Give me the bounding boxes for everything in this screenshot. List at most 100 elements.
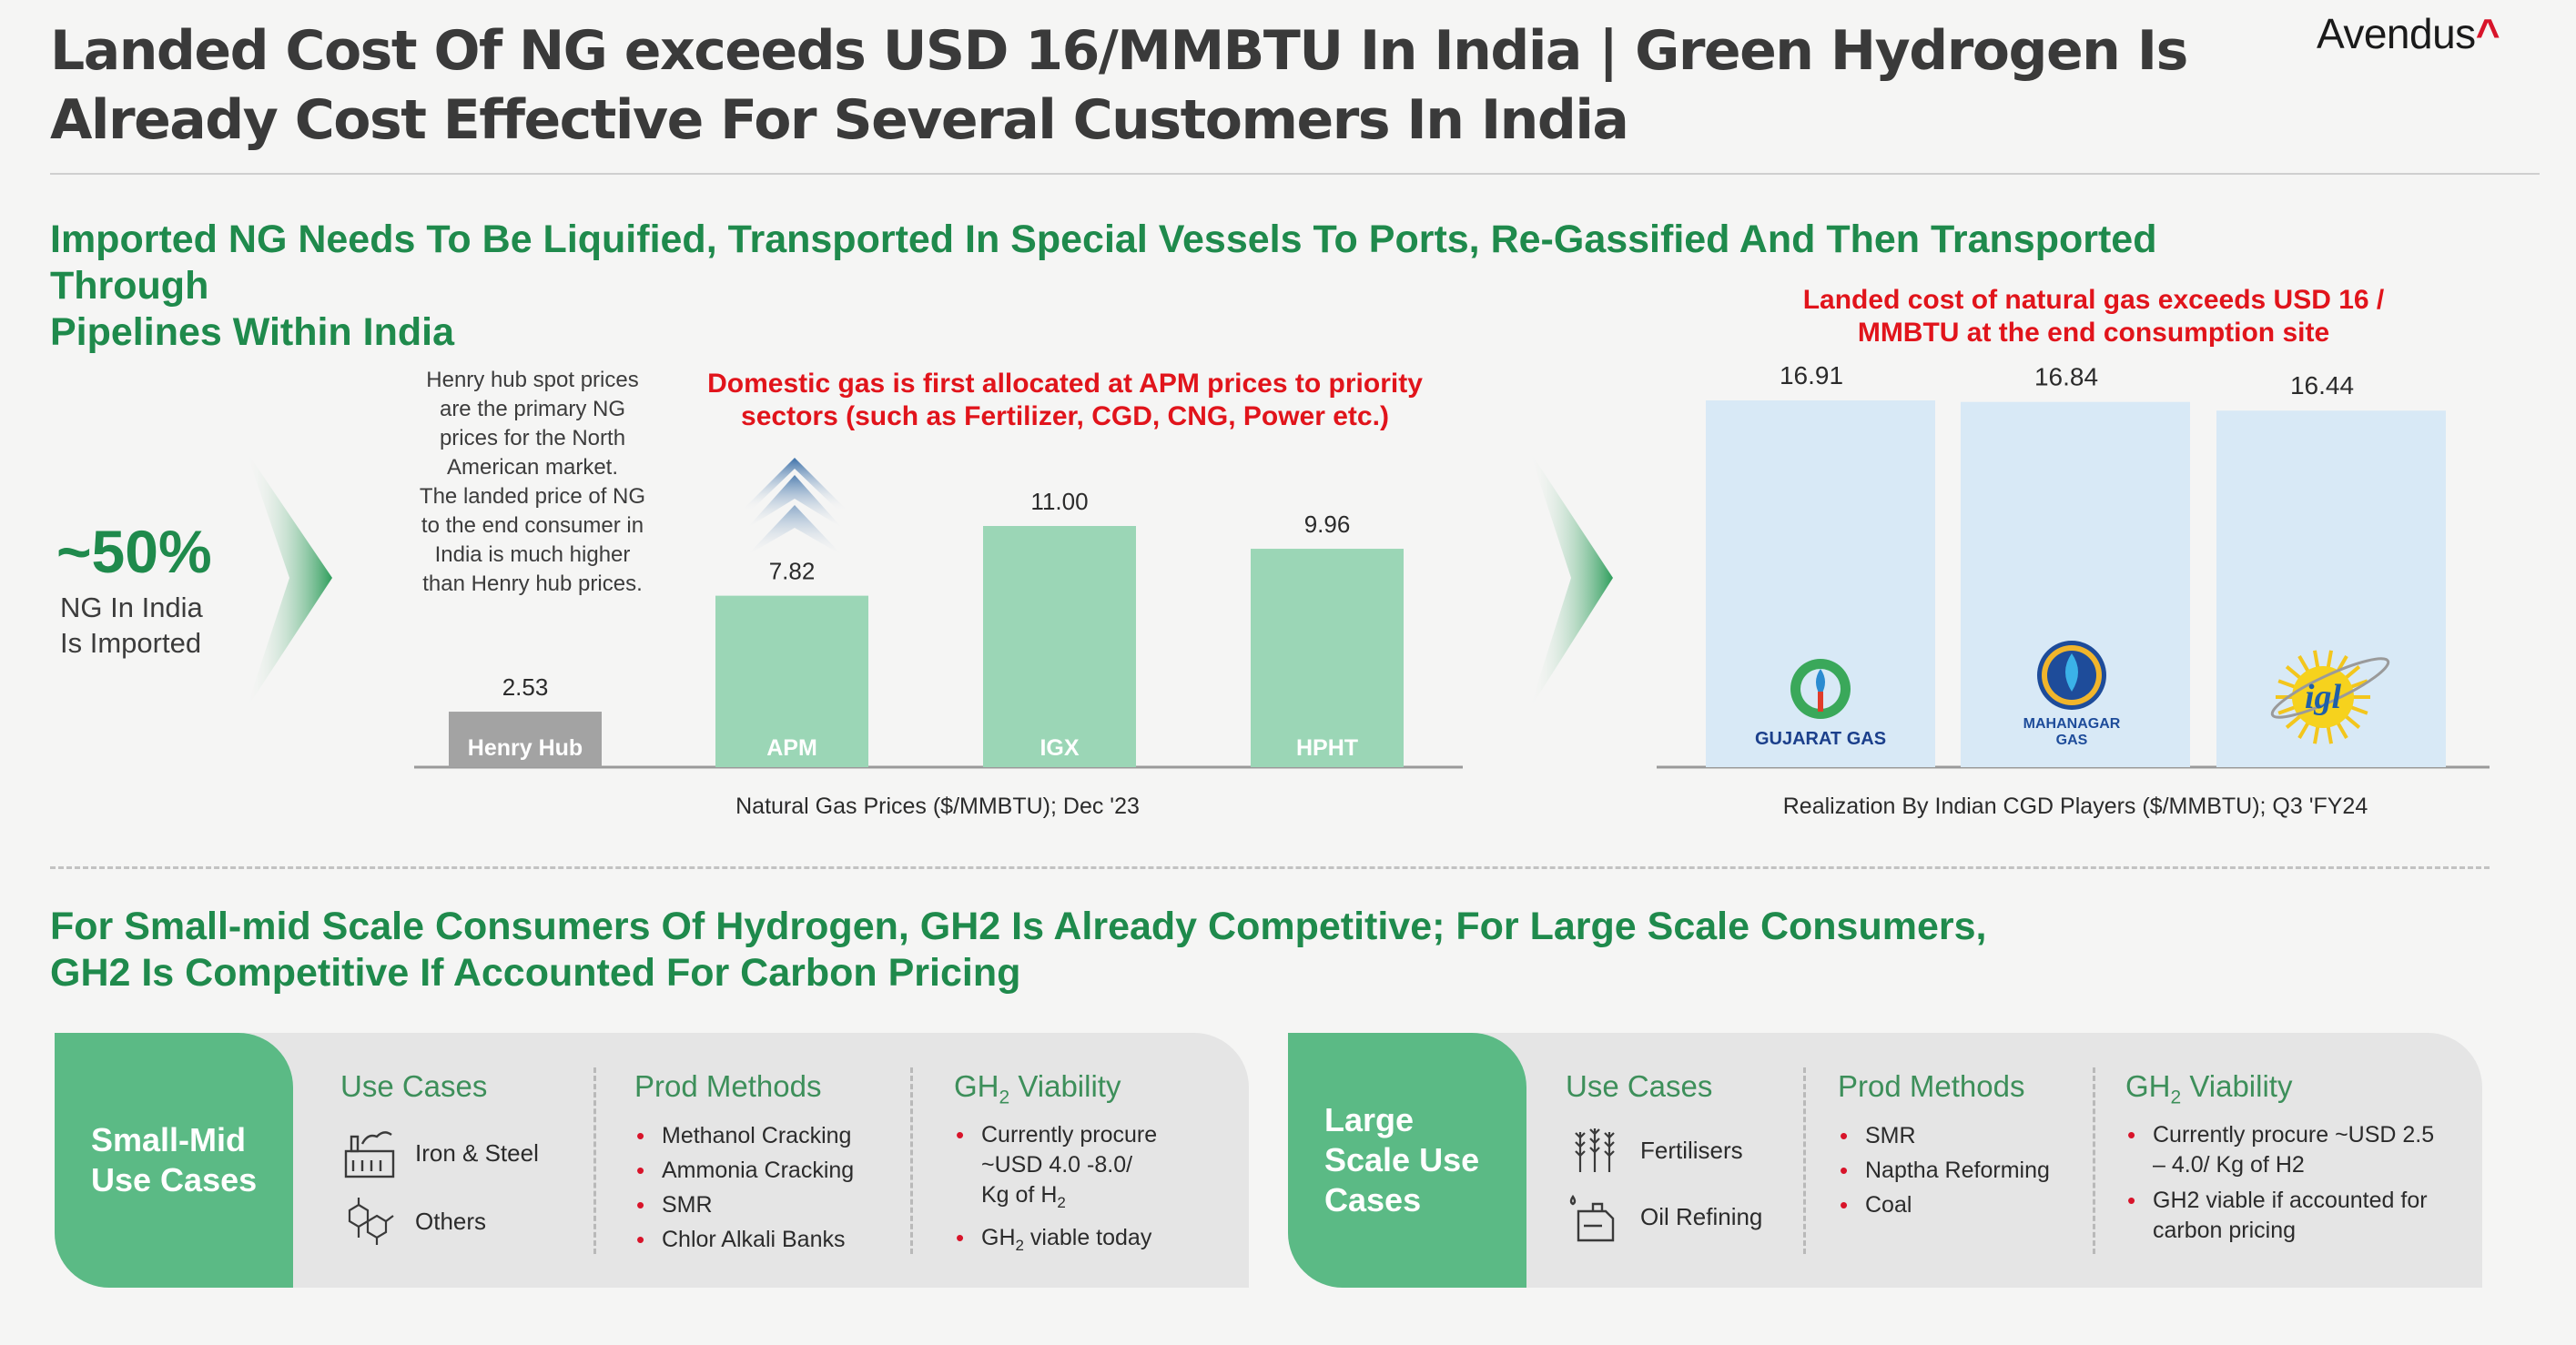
henry-hub-note: Henry hub spot prices are the primary NG… [401, 366, 664, 599]
large-scale-panel: Large Scale Use Cases Use Cases Fertilis… [1288, 1033, 2482, 1288]
sun-icon [2292, 666, 2354, 728]
viability-list: Currently procure ~USD 4.0 -8.0/ Kg of H… [954, 1120, 1157, 1266]
bar-value-label: 16.91 [1780, 361, 1843, 389]
use-cases-title: Use Cases [1566, 1069, 1713, 1103]
viability-item: GH2 viable if accounted for carbon prici… [2125, 1186, 2434, 1246]
prod-methods-title: Prod Methods [634, 1069, 822, 1103]
bar-value-label: 9.96 [1304, 511, 1351, 538]
cgd-realization-chart-title: Realization By Indian CGD Players ($/MMB… [1782, 794, 2368, 819]
import-share-value: ~50% [56, 518, 212, 585]
use-case-label: Others [415, 1207, 487, 1235]
prod-methods-list: Methanol Cracking Ammonia Cracking SMR C… [634, 1118, 854, 1257]
import-share-label-line-1: NG In India [60, 592, 203, 623]
header-divider [50, 173, 2540, 175]
igl-label: igl [2305, 678, 2342, 716]
use-case-iron-steel: Iron & Steel [340, 1124, 539, 1182]
bar-cgd-player [1961, 401, 2190, 767]
viability-item: Currently procure ~USD 4.0 -8.0/ Kg of H… [954, 1120, 1157, 1218]
bar-apm [715, 595, 868, 767]
landed-cost-note: Landed cost of natural gas exceeds USD 1… [1711, 284, 2476, 349]
prod-method-item: SMR [634, 1188, 854, 1222]
use-case-label: Iron & Steel [415, 1138, 539, 1167]
orbit-swoosh [2270, 657, 2390, 719]
viability-line: GH2 viable if accounted for [2153, 1188, 2428, 1213]
prod-method-item: Ammonia Cracking [634, 1153, 854, 1188]
viability-title-pre: GH [954, 1069, 999, 1103]
bar-hpht [1251, 549, 1404, 767]
up-arrow-icon [743, 458, 847, 510]
chevron-right-icon [1529, 450, 1613, 710]
mahanagar-gas-label: MAHANAGAR [2023, 716, 2121, 732]
section1-heading-line-2: Pipelines Within India [50, 310, 454, 354]
prod-method-item: Methanol Cracking [634, 1118, 854, 1153]
bar-value-label: 16.84 [2034, 363, 2098, 391]
prod-methods-title: Prod Methods [1838, 1069, 2025, 1103]
small-mid-tag-line-1: Small-Mid [91, 1121, 247, 1158]
use-cases-title: Use Cases [340, 1069, 488, 1103]
viability-line: Kg of H2 [981, 1180, 1157, 1218]
chevron-right-icon [246, 450, 332, 710]
oil-can-icon [1569, 1194, 1615, 1242]
bar-value-label: 7.82 [769, 558, 816, 585]
large-scale-tag-line-3: Cases [1324, 1181, 1422, 1219]
column-divider [1803, 1067, 1806, 1254]
bar-igx [983, 526, 1136, 767]
gujarat-gas-logo-stem [1818, 692, 1823, 712]
henry-hub-note-line: The landed price of NG [419, 484, 646, 509]
domestic-gas-note-line-2: sectors (such as Fertilizer, CGD, CNG, P… [741, 401, 1389, 431]
viability-list: Currently procure ~USD 2.5 – 4.0/ Kg of … [2125, 1120, 2434, 1251]
ng-prices-chart-title: Natural Gas Prices ($/MMBTU); Dec '23 [735, 794, 1140, 819]
bar-category-label: APM [766, 735, 817, 761]
large-scale-tag-line-1: Large [1324, 1101, 1415, 1138]
prod-method-item: Coal [1838, 1188, 2050, 1222]
section2-heading: For Small-mid Scale Consumers Of Hydroge… [50, 904, 2144, 996]
import-share-label-line-2: Is Imported [60, 627, 202, 659]
viability-title-sub: 2 [999, 1087, 1010, 1108]
prod-method-item: Naptha Reforming [1838, 1153, 2050, 1188]
viability-item: GH2 viable today [954, 1223, 1157, 1260]
henry-hub-note-line: Henry hub spot prices [426, 368, 639, 392]
henry-hub-note-line: than Henry hub prices. [422, 571, 643, 596]
use-case-oil-refining: Oil Refining [1566, 1188, 1762, 1246]
viability-line: ~USD 4.0 -8.0/ [981, 1152, 1133, 1178]
page-title: Landed Cost Of NG exceeds USD 16/MMBTU I… [50, 16, 2235, 155]
small-mid-tag-line-2: Use Cases [91, 1161, 258, 1198]
large-scale-tag-line-2: Scale Use [1324, 1141, 1480, 1178]
viability-item: Currently procure ~USD 2.5 – 4.0/ Kg of … [2125, 1120, 2434, 1180]
bar-category-label: IGX [1040, 735, 1079, 761]
domestic-gas-note: Domestic gas is first allocated at APM p… [692, 368, 1438, 433]
factory-icon [344, 1131, 395, 1178]
mahanagar-gas-label-line-2: GAS [2056, 733, 2088, 748]
section2-heading-line-2: GH2 Is Competitive If Accounted For Carb… [50, 951, 1021, 995]
viability-title-post: Viability [1009, 1069, 1121, 1103]
column-divider [593, 1067, 596, 1254]
bar-value-label: 11.00 [1030, 488, 1088, 515]
viability-title-post: Viability [2181, 1069, 2293, 1103]
viability-line: carbon pricing [2153, 1218, 2297, 1243]
wheat-icon [1575, 1128, 1615, 1172]
viability-line: – 4.0/ Kg of H2 [2153, 1152, 2305, 1178]
viability-line: Currently procure [981, 1122, 1158, 1148]
viability-title-sub: 2 [2170, 1087, 2182, 1108]
gujarat-gas-label: GUJARAT GAS [1755, 729, 1886, 749]
henry-hub-note-line: to the end consumer in [421, 513, 644, 538]
use-case-others: Others [340, 1192, 486, 1250]
section1-heading: Imported NG Needs To Be Liquified, Trans… [50, 217, 2326, 356]
viability-item-post: viable today [1023, 1225, 1152, 1250]
viability-item-pre: GH [981, 1225, 1016, 1250]
use-case-label: Fertilisers [1640, 1136, 1743, 1164]
bar-category-label: HPHT [1296, 735, 1358, 761]
henry-hub-note-line: India is much higher [434, 542, 631, 567]
prod-methods-list: SMR Naptha Reforming Coal [1838, 1118, 2050, 1222]
prod-method-item: Chlor Alkali Banks [634, 1222, 854, 1257]
column-divider [910, 1067, 913, 1254]
henry-hub-note-line: American market. [446, 455, 619, 480]
viability-line: Currently procure ~USD 2.5 [2153, 1122, 2435, 1148]
henry-hub-note-line: are the primary NG [439, 397, 626, 421]
section1-heading-line-1: Imported NG Needs To Be Liquified, Trans… [50, 217, 2157, 308]
large-scale-tag: Large Scale Use Cases [1288, 1033, 1526, 1288]
viability-title: GH2 Viability [954, 1069, 1121, 1109]
